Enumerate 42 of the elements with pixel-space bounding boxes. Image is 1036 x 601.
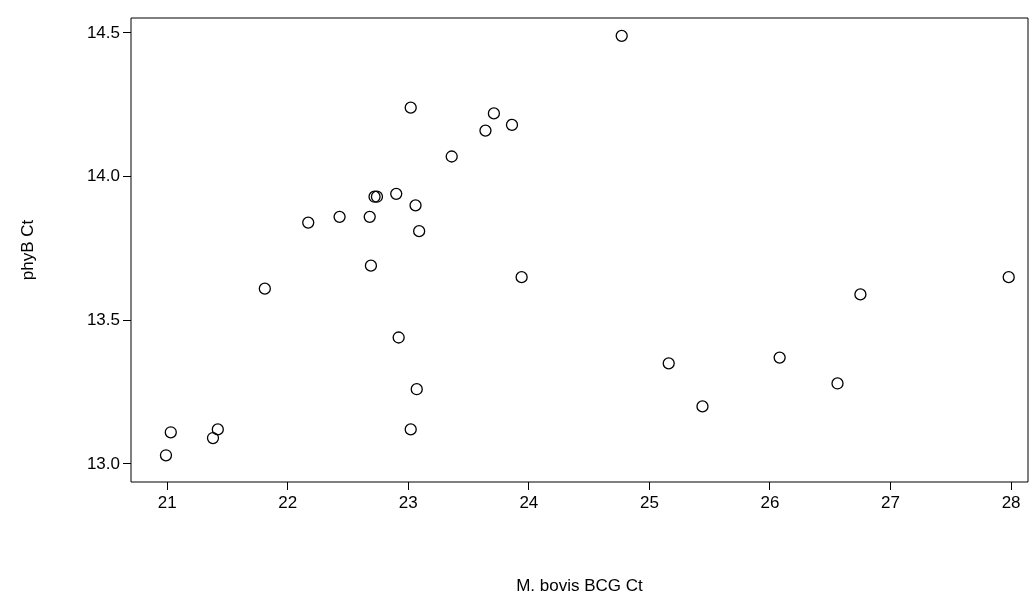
point xyxy=(159,449,173,462)
x-tick-label: 24 xyxy=(519,492,539,512)
point xyxy=(206,431,220,445)
x-tick-label: 21 xyxy=(157,492,177,512)
point xyxy=(392,331,405,344)
y-tick-label: 14.5 xyxy=(86,22,120,42)
y-tick-label: 13.5 xyxy=(86,309,120,329)
point xyxy=(410,383,423,396)
point xyxy=(696,400,709,413)
point xyxy=(413,225,426,238)
point xyxy=(364,259,378,272)
point xyxy=(1002,271,1015,284)
y-axis-title: phyB Ct xyxy=(17,219,37,281)
y-tick-label: 14.0 xyxy=(86,166,120,186)
point xyxy=(404,101,417,114)
point xyxy=(404,423,417,436)
point xyxy=(363,210,376,223)
y-tick-label: 13.0 xyxy=(86,453,120,473)
x-tick-label: 25 xyxy=(639,492,659,512)
point xyxy=(662,357,675,370)
point xyxy=(409,199,422,212)
point xyxy=(615,29,628,42)
x-axis-title: M. bovis BCG Ct xyxy=(516,576,644,596)
x-tick-label: 23 xyxy=(398,492,418,512)
point xyxy=(487,107,501,120)
point xyxy=(505,118,519,132)
x-tick-label: 26 xyxy=(760,492,780,512)
x-tick-label: 28 xyxy=(1001,492,1021,512)
point xyxy=(773,351,786,364)
point xyxy=(854,288,867,301)
point xyxy=(445,150,458,163)
point xyxy=(211,423,224,436)
x-tick-label: 27 xyxy=(881,492,901,512)
point xyxy=(515,271,528,284)
point xyxy=(164,426,177,439)
point xyxy=(831,377,844,390)
point xyxy=(333,210,346,223)
x-tick-label: 22 xyxy=(278,492,298,512)
point xyxy=(302,216,315,229)
point xyxy=(479,124,492,137)
point xyxy=(258,282,271,295)
point xyxy=(390,187,403,200)
